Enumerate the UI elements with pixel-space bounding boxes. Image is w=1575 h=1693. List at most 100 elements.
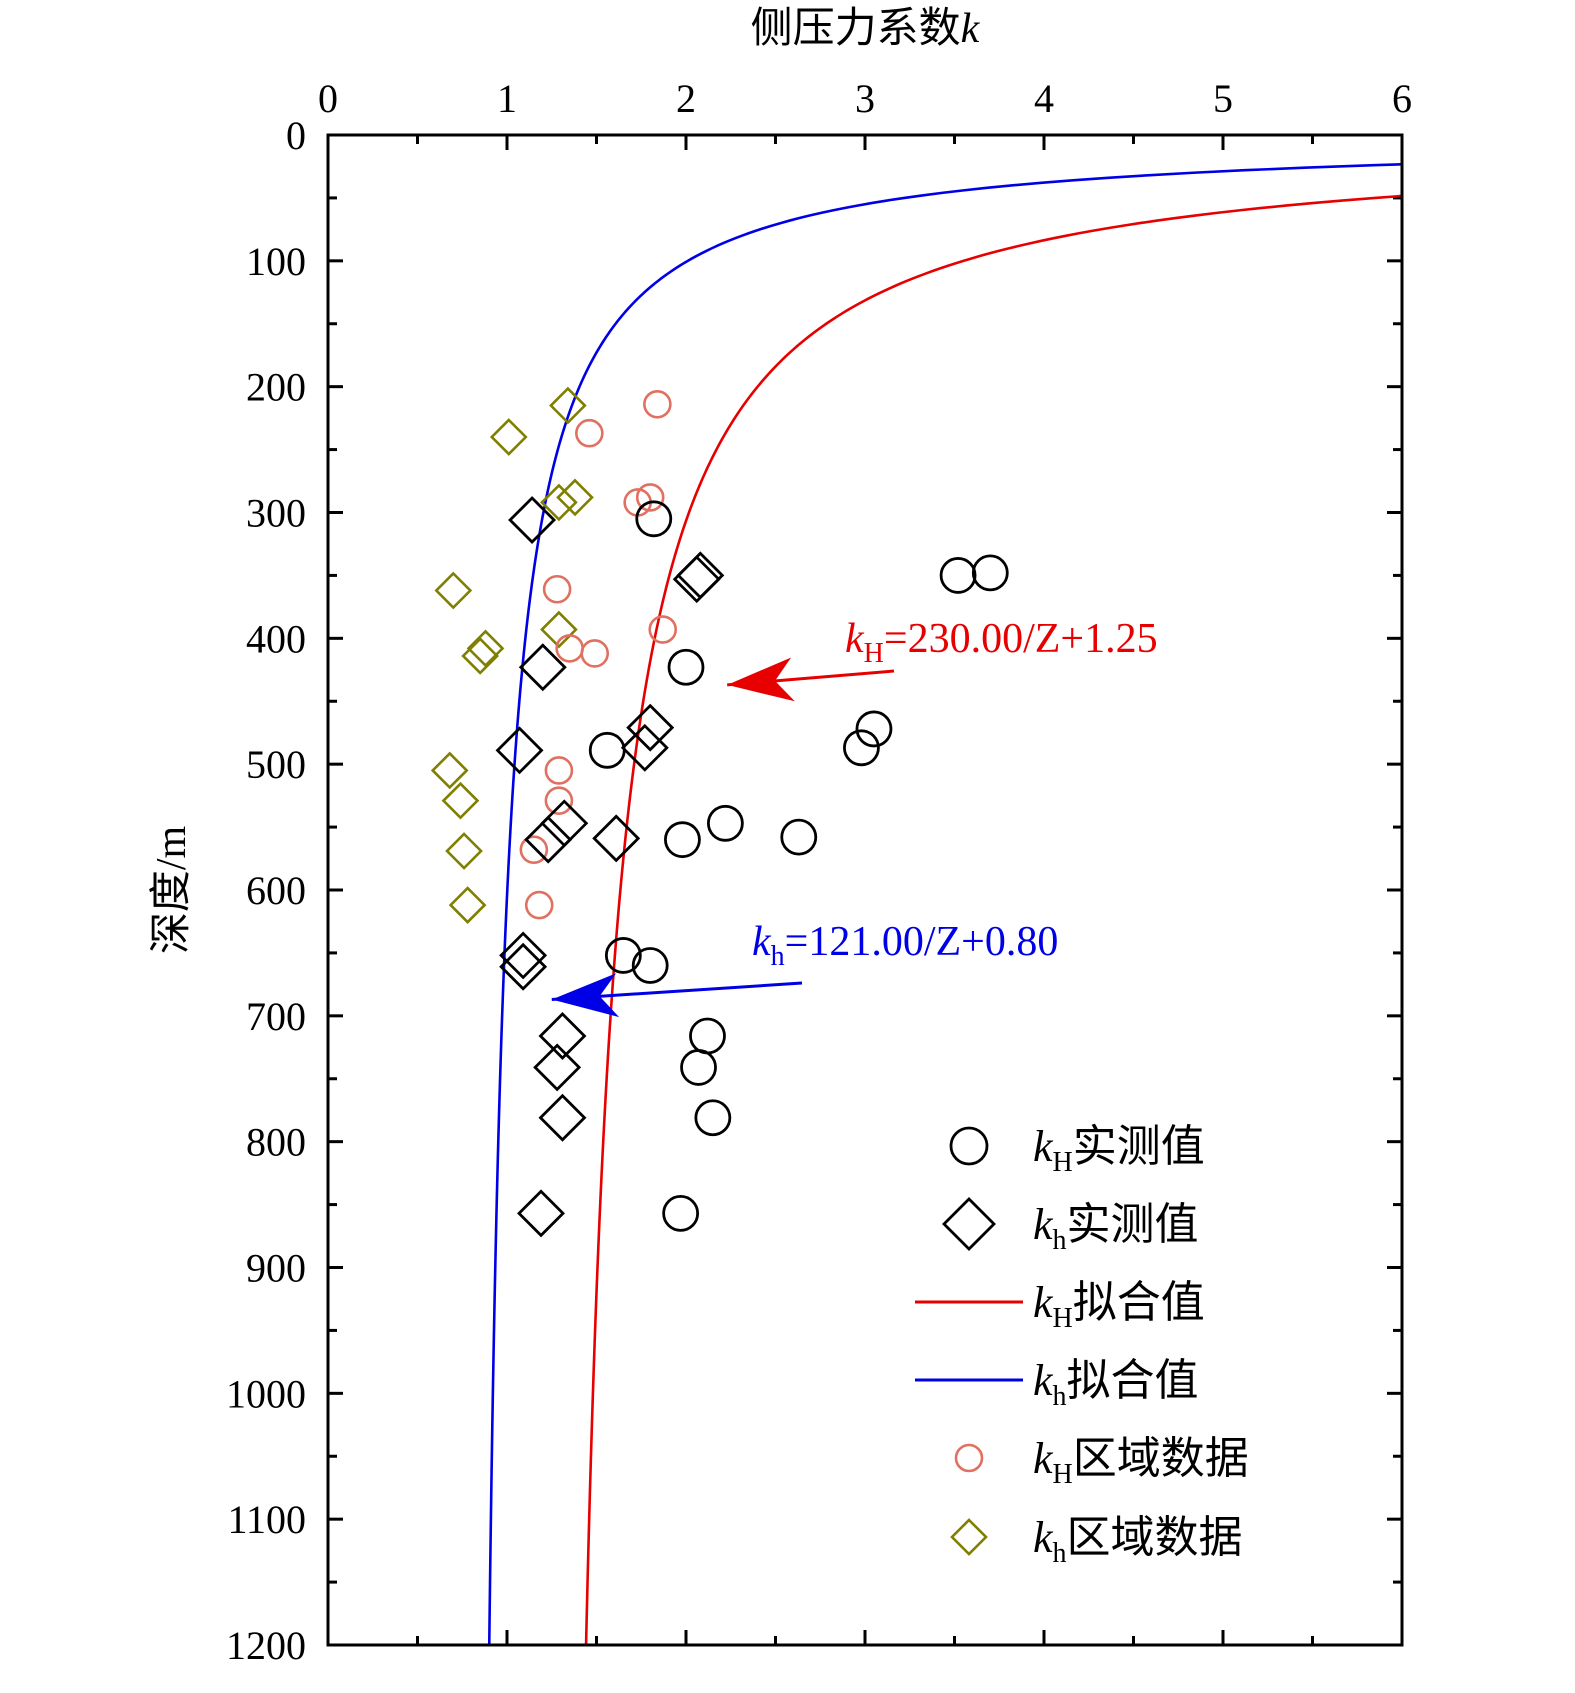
fit-line-H <box>584 194 1402 1645</box>
marker-diamond-h <box>626 703 675 752</box>
legend-item: kh拟合值 <box>915 1356 1199 1412</box>
x-tick-label: 3 <box>855 76 875 121</box>
marker-diamond-small-h <box>441 781 480 820</box>
y-axis-title: 深度/m <box>149 826 195 955</box>
marker-diamond-small-h <box>489 418 528 456</box>
x-axis-title-var: k <box>961 6 981 52</box>
y-tick-label: 600 <box>246 868 306 913</box>
marker-diamond-h <box>672 555 721 604</box>
x-tick-label: 4 <box>1034 76 1054 121</box>
marker-diamond-small-h <box>430 751 469 790</box>
x-axis-title: 侧压力系数k <box>751 6 981 52</box>
y-tick-label: 700 <box>246 994 306 1039</box>
fit-arrow-h-head <box>551 973 620 1018</box>
marker-circle-H <box>604 937 642 974</box>
marker-diamond-h <box>495 726 544 775</box>
x-tick-labels: 0 1 2 3 4 5 6 <box>318 76 1412 121</box>
marker-diamond-small-h <box>434 571 473 610</box>
y-tick-label: 300 <box>246 491 306 536</box>
marker-diamond-h <box>499 931 548 980</box>
marker-circle-H <box>780 818 818 856</box>
legend-item: kH区域数据 <box>954 1434 1249 1490</box>
marker-circle-H <box>667 648 705 686</box>
fit-arrow-H <box>727 657 895 702</box>
y-tick-label: 1200 <box>226 1623 306 1668</box>
marker-diamond-h <box>592 814 641 863</box>
marker-circle-small-H <box>648 615 678 644</box>
x-tick-label: 2 <box>676 76 696 121</box>
marker-circle-H <box>706 804 744 842</box>
legend-var: k <box>1033 1200 1054 1249</box>
y-tick-label: 400 <box>246 616 306 661</box>
marker-circle-small-H <box>575 418 604 448</box>
marker-circle-H <box>631 947 669 984</box>
marker-diamond-h <box>508 496 557 545</box>
marker-circle-small-H <box>542 574 572 604</box>
y-tick-label: 800 <box>246 1120 306 1165</box>
legend-var: k <box>1033 1356 1054 1405</box>
legend-var: k <box>1033 1278 1054 1327</box>
marker-circle-small-H <box>544 756 574 785</box>
marker-diamond-h <box>499 942 548 991</box>
marker-circle-small-H <box>635 483 665 512</box>
x-tick-label: 1 <box>497 76 517 121</box>
y-tick-label: 200 <box>246 365 306 410</box>
marker-circle-H <box>635 500 673 538</box>
marker-diamond-small-h <box>540 610 578 649</box>
marker-circle-H <box>680 1049 717 1086</box>
marker-diamond-h <box>518 643 567 692</box>
y-tick-label: 100 <box>246 239 306 284</box>
fit-eq-rest: =121.00/Z+0.80 <box>785 919 1059 965</box>
legend-marker-circle <box>949 1126 989 1166</box>
marker-diamond-small-h <box>466 629 505 668</box>
legend-label: kh区域数据 <box>1033 1513 1243 1569</box>
marker-circle-H <box>694 1099 732 1137</box>
legend-sub: H <box>1053 1147 1073 1178</box>
marker-diamond-h <box>517 1189 565 1238</box>
fit-eq-var: k <box>752 919 772 965</box>
legend-label: kh实测值 <box>1033 1200 1199 1256</box>
y-tick-labels: 0 100 200 300 400 500 600 700 800 900 1000 1100 1200 <box>226 113 306 1668</box>
marker-circle-small-H <box>555 634 584 663</box>
marker-circle-small-H <box>544 786 574 815</box>
fit-eq-sub: h <box>771 941 785 972</box>
marker-diamond-h <box>538 1093 587 1142</box>
plot-area <box>328 135 1402 1645</box>
marker-circle-small-H <box>643 389 672 419</box>
fit-arrow-h <box>551 973 803 1018</box>
marker-circle-H <box>971 554 1009 592</box>
legend-sub: h <box>1053 1538 1067 1569</box>
marker-diamond-h <box>538 1011 587 1060</box>
legend-marker-diamond <box>942 1197 996 1251</box>
marker-circle-H <box>664 821 701 859</box>
legend-item: kH拟合值 <box>915 1278 1205 1334</box>
y-tick-label: 500 <box>246 742 306 787</box>
y-tick-label: 900 <box>246 1246 306 1291</box>
legend-text-rest: 实测值 <box>1073 1122 1205 1171</box>
legend-text-rest: 拟合值 <box>1073 1278 1205 1327</box>
x-axis-title-text: 侧压力系数 <box>751 6 961 52</box>
legend-item: kh实测值 <box>942 1197 1199 1256</box>
marker-diamond-h <box>533 1043 582 1092</box>
marker-circle-H <box>662 1194 700 1232</box>
x-tick-label: 6 <box>1392 76 1412 121</box>
fit-equation-H: kH=230.00/Z+1.25 <box>845 616 1158 669</box>
legend-text-rest: 拟合值 <box>1067 1356 1199 1405</box>
legend-text-rest: 区域数据 <box>1073 1434 1249 1483</box>
fit-eq-var: k <box>845 616 865 662</box>
fit-eq-sub: H <box>864 638 884 669</box>
marker-circle-small-H <box>524 890 554 920</box>
legend-item: kh区域数据 <box>950 1513 1243 1569</box>
marker-diamond-h <box>620 723 669 772</box>
marker-circle-H <box>939 557 977 594</box>
legend-label: kH区域数据 <box>1033 1434 1249 1490</box>
marker-circle-H <box>843 729 880 767</box>
marker-diamond-small-h <box>445 832 483 870</box>
legend-text-rest: 实测值 <box>1067 1200 1199 1249</box>
marker-diamond-h <box>524 815 573 864</box>
legend-sub: H <box>1053 1303 1073 1334</box>
y-tick-label: 0 <box>286 113 306 158</box>
